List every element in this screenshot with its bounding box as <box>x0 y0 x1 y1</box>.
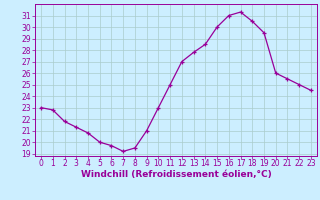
X-axis label: Windchill (Refroidissement éolien,°C): Windchill (Refroidissement éolien,°C) <box>81 170 271 179</box>
